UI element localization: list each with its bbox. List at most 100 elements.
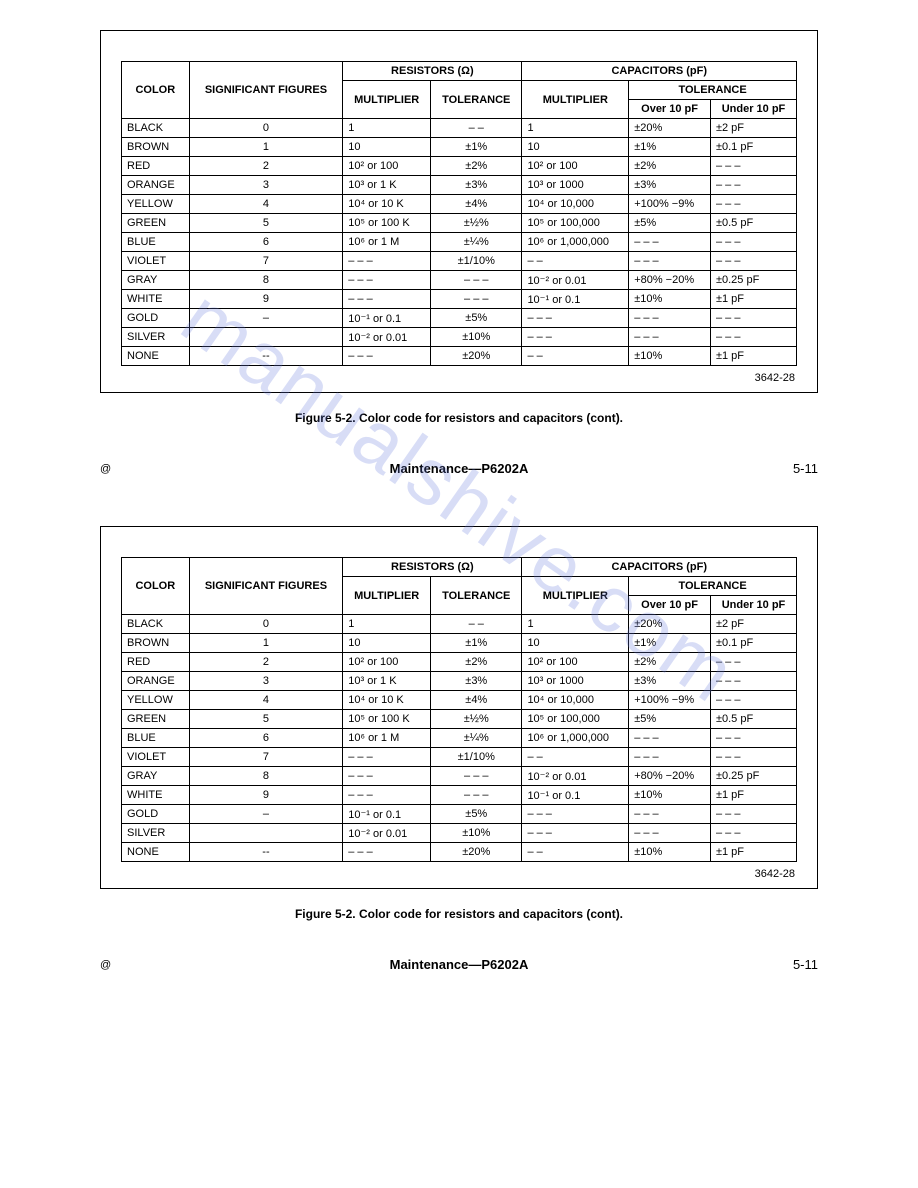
cell-r_mult: – – – [343, 252, 431, 271]
cell-c_mult: 10⁶ or 1,000,000 [522, 233, 629, 252]
cell-sig: 8 [189, 271, 343, 290]
cell-c_mult: 10⁻² or 0.01 [522, 767, 629, 786]
color-code-table: COLOR SIGNIFICANT FIGURES RESISTORS (Ω) … [121, 557, 797, 862]
table-row: GOLD–10⁻¹ or 0.1±5%– – –– – –– – – [122, 805, 797, 824]
cell-c_under: – – – [710, 672, 796, 691]
cell-sig: 5 [189, 214, 343, 233]
cell-c_under: ±2 pF [710, 119, 796, 138]
cell-r_tol: ±5% [431, 309, 522, 328]
cell-c_mult: – – [522, 347, 629, 366]
cell-c_over: ±10% [629, 347, 711, 366]
cell-r_tol: ±½% [431, 214, 522, 233]
cell-r_tol: – – – [431, 290, 522, 309]
table-row: GREEN510⁵ or 100 K±½%10⁵ or 100,000±5%±0… [122, 214, 797, 233]
th-over10: Over 10 pF [629, 100, 711, 119]
cell-sig: 6 [189, 729, 343, 748]
cell-color: WHITE [122, 290, 190, 309]
cell-sig: 3 [189, 176, 343, 195]
cell-r_tol: ±3% [431, 176, 522, 195]
cell-c_over: ±20% [629, 615, 711, 634]
cell-color: WHITE [122, 786, 190, 805]
th-sigfig: SIGNIFICANT FIGURES [189, 558, 343, 615]
cell-c_over: +80% −20% [629, 271, 711, 290]
table-row: SILVER10⁻² or 0.01±10%– – –– – –– – – [122, 824, 797, 843]
cell-color: BROWN [122, 138, 190, 157]
color-code-table: COLOR SIGNIFICANT FIGURES RESISTORS (Ω) … [121, 61, 797, 366]
cell-c_mult: 10⁻¹ or 0.1 [522, 290, 629, 309]
footer-1: @ Maintenance—P6202A 5-11 [0, 455, 918, 496]
cell-sig [189, 824, 343, 843]
cell-color: BLUE [122, 729, 190, 748]
cell-c_mult: 10³ or 1000 [522, 672, 629, 691]
table-row: VIOLET7– – –±1/10%– –– – –– – – [122, 252, 797, 271]
cell-c_over: ±20% [629, 119, 711, 138]
cell-c_mult: 10⁻¹ or 0.1 [522, 786, 629, 805]
cell-r_tol: – – – [431, 271, 522, 290]
table-row: RED210² or 100±2%10² or 100±2%– – – [122, 157, 797, 176]
cell-r_tol: – – – [431, 786, 522, 805]
cell-c_mult: 10 [522, 634, 629, 653]
cell-color: GREEN [122, 710, 190, 729]
th-r-tol: TOLERANCE [431, 81, 522, 119]
table-frame: COLOR SIGNIFICANT FIGURES RESISTORS (Ω) … [100, 526, 818, 889]
cell-color: GRAY [122, 271, 190, 290]
cell-c_over: ±2% [629, 653, 711, 672]
cell-c_mult: – – – [522, 328, 629, 347]
cell-c_mult: 1 [522, 119, 629, 138]
table-row: BLACK01– –1±20%±2 pF [122, 119, 797, 138]
cell-r_mult: – – – [343, 843, 431, 862]
cell-c_under: ±1 pF [710, 843, 796, 862]
cell-c_over: ±1% [629, 138, 711, 157]
th-resistors: RESISTORS (Ω) [343, 558, 522, 577]
table-row: RED210² or 100±2%10² or 100±2%– – – [122, 653, 797, 672]
cell-sig: – [189, 805, 343, 824]
cell-color: SILVER [122, 328, 190, 347]
cell-r_mult: – – – [343, 786, 431, 805]
cell-color: ORANGE [122, 672, 190, 691]
cell-sig: 5 [189, 710, 343, 729]
cell-r_mult: 1 [343, 119, 431, 138]
cell-c_under: ±1 pF [710, 347, 796, 366]
cell-r_mult: 10⁻¹ or 0.1 [343, 309, 431, 328]
cell-r_mult: – – – [343, 748, 431, 767]
cell-color: BLACK [122, 119, 190, 138]
cell-c_mult: 10 [522, 138, 629, 157]
cell-sig [189, 328, 343, 347]
cell-sig: 0 [189, 119, 343, 138]
cell-c_mult: – – – [522, 824, 629, 843]
table-row: GOLD–10⁻¹ or 0.1±5%– – –– – –– – – [122, 309, 797, 328]
cell-sig: 6 [189, 233, 343, 252]
cell-r_mult: 10⁴ or 10 K [343, 195, 431, 214]
cell-r_mult: 10³ or 1 K [343, 672, 431, 691]
page-section-1: COLOR SIGNIFICANT FIGURES RESISTORS (Ω) … [0, 0, 918, 455]
doc-title: Maintenance—P6202A [150, 461, 768, 476]
cell-color: NONE [122, 347, 190, 366]
cell-r_tol: ±1/10% [431, 748, 522, 767]
cell-c_over: +100% −9% [629, 195, 711, 214]
cell-c_over: +80% −20% [629, 767, 711, 786]
cell-c_over: ±10% [629, 843, 711, 862]
table-row: NONE--– – –±20%– –±10%±1 pF [122, 347, 797, 366]
cell-r_tol: ±1% [431, 634, 522, 653]
th-c-tol: TOLERANCE [629, 577, 797, 596]
cell-r_tol: ±¼% [431, 233, 522, 252]
cell-c_over: – – – [629, 233, 711, 252]
figure-ref: 3642-28 [121, 868, 797, 880]
th-color: COLOR [122, 558, 190, 615]
cell-r_mult: 10⁵ or 100 K [343, 214, 431, 233]
cell-sig: 9 [189, 290, 343, 309]
cell-sig: -- [189, 347, 343, 366]
cell-sig: -- [189, 843, 343, 862]
cell-c_under: ±0.5 pF [710, 214, 796, 233]
table-row: SILVER10⁻² or 0.01±10%– – –– – –– – – [122, 328, 797, 347]
cell-sig: 0 [189, 615, 343, 634]
table-row: WHITE9– – –– – –10⁻¹ or 0.1±10%±1 pF [122, 786, 797, 805]
th-r-mult: MULTIPLIER [343, 81, 431, 119]
cell-color: YELLOW [122, 691, 190, 710]
doc-title: Maintenance—P6202A [150, 957, 768, 972]
table-row: YELLOW410⁴ or 10 K±4%10⁴ or 10,000+100% … [122, 691, 797, 710]
cell-c_mult: 10⁶ or 1,000,000 [522, 729, 629, 748]
cell-r_tol: ±20% [431, 843, 522, 862]
cell-c_mult: 10⁴ or 10,000 [522, 195, 629, 214]
cell-r_mult: 10⁴ or 10 K [343, 691, 431, 710]
